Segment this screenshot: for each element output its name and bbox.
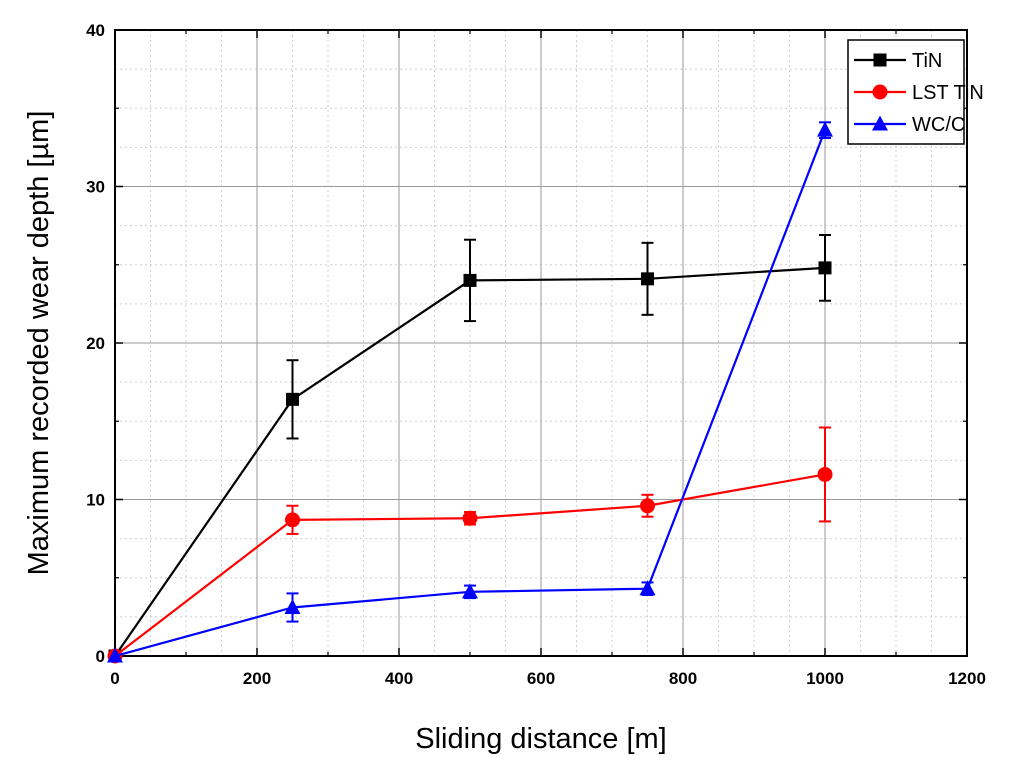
data-point-wc-c	[107, 647, 123, 663]
y-tick-label: 0	[96, 647, 105, 666]
legend-marker-lst-tin	[872, 84, 888, 100]
legend-label-tin: TiN	[912, 50, 942, 72]
series-line-wc-c	[114, 129, 827, 658]
y-tick-labels: 0 10 20 30 40	[86, 21, 105, 666]
data-point-lst-tin	[640, 498, 655, 514]
x-tick-label: 0	[110, 669, 119, 688]
axis-ticks	[114, 29, 968, 657]
data-point-tin	[286, 392, 299, 406]
data-point-tin	[641, 272, 654, 286]
data-point-lst-tin	[817, 466, 833, 482]
legend-label-lst-tin: LST TiN	[912, 82, 984, 104]
legend-label-wc-c: WC/C	[912, 114, 965, 136]
series-wc-c	[107, 121, 833, 663]
data-point-lst-tin	[462, 510, 478, 526]
data-point-tin	[463, 273, 477, 287]
legend-marker-tin	[873, 53, 887, 67]
y-tick-label: 20	[86, 334, 105, 353]
x-tick-label: 400	[385, 669, 413, 688]
major-gridlines	[115, 30, 967, 656]
data-point-wc-c	[639, 580, 656, 596]
data-point-tin	[818, 261, 832, 275]
data-point-wc-c	[817, 121, 833, 137]
x-tick-labels: 0 200 400 600 800 1000 1200	[110, 669, 986, 688]
data-point-wc-c	[462, 583, 478, 599]
x-tick-label: 1000	[806, 669, 844, 688]
x-tick-label: 1200	[948, 669, 986, 688]
series-layer	[107, 121, 833, 664]
y-tick-label: 10	[86, 491, 105, 510]
x-tick-label: 600	[527, 669, 555, 688]
y-axis-title: Maximum recorded wear depth [µm]	[23, 111, 55, 576]
y-tick-label: 40	[86, 21, 105, 40]
data-point-wc-c	[284, 598, 301, 614]
legend-marker-wc-c	[872, 115, 888, 131]
x-tick-label: 800	[669, 669, 697, 688]
x-axis-title: Sliding distance [m]	[415, 723, 666, 755]
series-tin	[108, 234, 832, 663]
x-tick-label: 200	[243, 669, 271, 688]
legend: TiN LST TiN WC/C	[847, 39, 984, 145]
data-point-lst-tin	[285, 512, 300, 528]
y-tick-label: 30	[86, 178, 105, 197]
